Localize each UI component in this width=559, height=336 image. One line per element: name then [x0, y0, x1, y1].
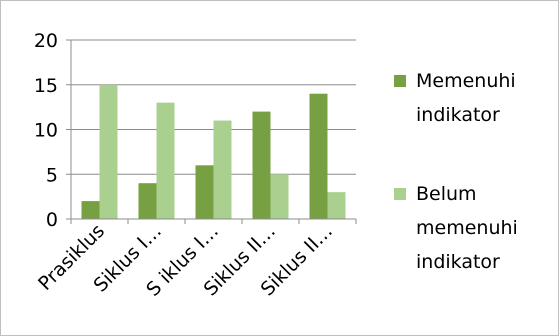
- bar-memenuhi: [138, 183, 157, 219]
- legend-label: Memenuhi: [416, 70, 516, 92]
- bar-belum-memenuhi: [213, 120, 232, 219]
- bar-memenuhi: [309, 93, 328, 219]
- legend-label: memenuhi: [416, 217, 518, 239]
- bar-memenuhi: [195, 165, 214, 219]
- bars: [81, 84, 346, 219]
- legend-swatch: [394, 75, 406, 87]
- y-tick-label: 5: [46, 164, 58, 186]
- legend-label: indikator: [416, 104, 500, 126]
- y-tick-label: 0: [46, 209, 58, 231]
- bar-belum-memenuhi: [327, 192, 346, 219]
- bar-memenuhi: [81, 201, 100, 219]
- bar-memenuhi: [252, 111, 271, 219]
- legend: Memenuhi indikator Belum memenuhi indikator: [394, 70, 518, 273]
- legend-label: Belum: [416, 183, 477, 205]
- bar-belum-memenuhi: [270, 174, 289, 219]
- axes: [66, 39, 357, 224]
- y-tick-label: 10: [34, 120, 58, 142]
- y-tick-label: 20: [34, 30, 58, 52]
- y-tick-labels: 0 5 10 15 20: [34, 30, 58, 231]
- bar-belum-memenuhi: [156, 102, 175, 219]
- y-tick-label: 15: [34, 75, 58, 97]
- legend-swatch: [394, 188, 406, 200]
- legend-label: indikator: [416, 251, 500, 273]
- bar-belum-memenuhi: [99, 84, 118, 219]
